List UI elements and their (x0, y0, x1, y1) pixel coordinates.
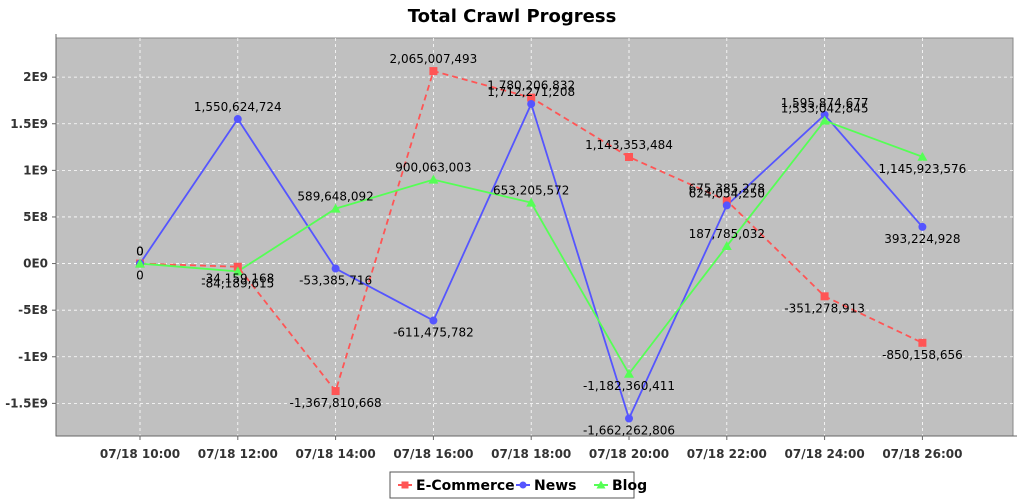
x-tick-label: 07/18 20:00 (589, 447, 669, 461)
data-label-news: 624,054,250 (689, 186, 765, 200)
legend-label-news: News (534, 478, 576, 494)
y-tick-label: -1.5E9 (5, 396, 48, 410)
data-label-e-commerce: -34,159,168 (201, 272, 274, 286)
data-label-blog: 653,205,572 (493, 184, 569, 198)
data-point-e-commerce (429, 67, 438, 76)
data-label-e-commerce: -1,367,810,668 (290, 396, 382, 410)
data-point-e-commerce (331, 387, 340, 396)
data-label-blog: -84,189,615 (201, 276, 274, 290)
data-label-news: 1,550,624,724 (194, 100, 282, 114)
data-point-blog (428, 174, 439, 184)
data-label-news: -53,385,716 (299, 274, 372, 288)
data-label-e-commerce: 0 (136, 245, 144, 259)
data-point-blog (135, 258, 145, 268)
data-label-news: 393,224,928 (884, 232, 960, 246)
y-tick-label: 0E0 (23, 257, 48, 271)
data-point-e-commerce (722, 196, 731, 205)
x-tick-label: 07/18 18:00 (491, 447, 571, 461)
data-point-blog (232, 266, 243, 276)
data-point-news (722, 201, 731, 210)
legend-label-e-commerce: E-Commerce (416, 478, 515, 494)
data-point-news (918, 222, 927, 231)
data-label-blog: -1,182,360,411 (583, 379, 675, 393)
data-label-blog: 0 (136, 245, 144, 259)
x-tick-label: 07/18 16:00 (393, 447, 473, 461)
data-point-news (527, 99, 536, 108)
data-point-news (625, 414, 633, 423)
y-tick-label: 2E9 (23, 70, 48, 84)
data-point-e-commerce (918, 338, 927, 347)
legend-label-blog: Blog (612, 478, 647, 494)
x-tick-label: 07/18 22:00 (687, 447, 767, 461)
legend (389, 471, 635, 499)
y-tick-label: -5E8 (18, 303, 48, 317)
data-point-e-commerce (527, 93, 536, 102)
data-label-blog: 1,145,923,576 (879, 162, 967, 176)
x-tick-label: 07/18 14:00 (296, 447, 376, 461)
y-tick-label: 5E8 (23, 210, 48, 224)
data-label-news: 1,595,874,677 (781, 96, 869, 110)
data-point-news (331, 264, 340, 273)
legend-marker-blog (596, 480, 606, 489)
y-tick-label: 1.5E9 (10, 117, 48, 131)
x-tick-label: 07/18 26:00 (882, 447, 962, 461)
data-label-e-commerce: 1,143,353,484 (585, 138, 673, 152)
data-label-blog: 187,785,032 (689, 227, 765, 241)
y-tick-label: 1E9 (23, 163, 48, 177)
y-tick-label: -1E9 (18, 350, 48, 364)
data-point-news (233, 115, 242, 124)
data-point-blog (526, 197, 537, 207)
data-point-e-commerce (625, 152, 633, 161)
data-label-blog: 1,533,042,845 (781, 102, 869, 116)
data-point-e-commerce (820, 292, 829, 301)
data-point-blog (819, 115, 830, 125)
data-label-e-commerce: -850,158,656 (882, 348, 963, 362)
data-point-blog (330, 203, 341, 213)
data-point-blog (624, 368, 634, 378)
legend-marker-news (519, 481, 527, 489)
x-tick-label: 07/18 12:00 (198, 447, 278, 461)
x-tick-label: 07/18 24:00 (785, 447, 865, 461)
data-point-news (820, 110, 829, 119)
data-label-news: -611,475,782 (393, 326, 474, 340)
data-label-news: 1,712,271,208 (487, 85, 575, 99)
data-label-news: 0 (136, 269, 144, 283)
data-point-blog (917, 151, 928, 161)
legend-marker-e-commerce (401, 481, 409, 489)
data-point-blog (721, 241, 732, 251)
chart-title: Total Crawl Progress (408, 6, 617, 27)
data-point-news (429, 316, 438, 325)
data-label-news: -1,662,262,806 (583, 424, 675, 438)
data-label-e-commerce: 2,065,007,493 (390, 52, 478, 66)
data-label-e-commerce: 675,385,278 (689, 182, 765, 196)
data-label-blog: 900,063,003 (395, 161, 471, 175)
x-tick-label: 07/18 10:00 (100, 447, 180, 461)
data-label-e-commerce: 1,780,206,832 (487, 79, 575, 93)
data-label-e-commerce: -351,278,913 (784, 301, 865, 315)
data-label-blog: 589,648,092 (297, 190, 373, 204)
